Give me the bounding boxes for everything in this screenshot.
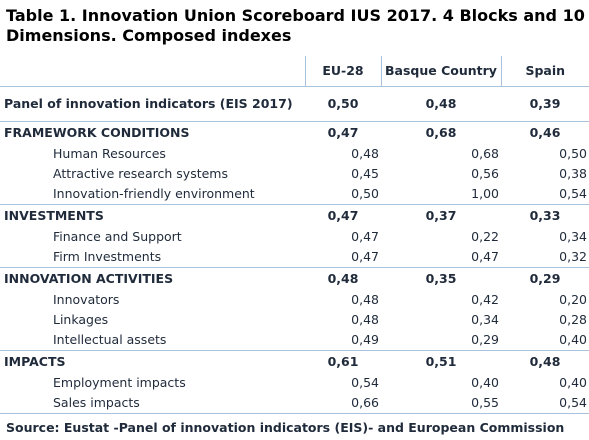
block-value-spain: 0,29 xyxy=(501,267,589,290)
block-row: IMPACTS 0,61 0,51 0,48 xyxy=(0,350,589,373)
block-row: INNOVATION ACTIVITIES 0,48 0,35 0,29 xyxy=(0,267,589,290)
column-header-eu28: EU-28 xyxy=(305,56,382,87)
dimension-value-basque-country: 0,22 xyxy=(471,229,499,244)
dimension-value-eu28: 0,48 xyxy=(351,312,379,327)
dimension-value-spain: 0,50 xyxy=(559,146,587,161)
dimension-value-eu28: 0,47 xyxy=(351,229,379,244)
dimension-row: Innovators 0,48 0,42 0,20 xyxy=(0,290,589,310)
dimension-value-basque-country: 0,40 xyxy=(471,375,499,390)
dimension-row: Sales impacts 0,66 0,55 0,54 xyxy=(0,393,589,414)
column-header-basque-country: Basque Country xyxy=(381,56,502,87)
header-row: EU-28 Basque Country Spain xyxy=(0,56,589,87)
dimension-value-basque-country: 0,56 xyxy=(471,166,499,181)
block-value-eu28: 0,47 xyxy=(327,125,359,140)
dimension-value-eu28: 0,45 xyxy=(351,166,379,181)
dimension-label: Sales impacts xyxy=(0,393,305,414)
dimension-label: Innovators xyxy=(53,292,120,307)
dimension-label: Finance and Support xyxy=(53,229,182,244)
dimension-label: Employment impacts xyxy=(53,375,186,390)
dimension-value-spain: 0,28 xyxy=(559,312,587,327)
dimension-value-spain: 0,54 xyxy=(559,186,587,201)
dimension-value-basque-country: 0,68 xyxy=(471,146,499,161)
block-row: INVESTMENTS 0,47 0,37 0,33 xyxy=(0,204,589,227)
block-label: FRAMEWORK CONDITIONS xyxy=(4,125,190,140)
panel-value-basque-country: 0,48 xyxy=(381,86,501,122)
dimension-label: Attractive research systems xyxy=(53,166,228,181)
dimension-value-eu28: 0,49 xyxy=(351,332,379,347)
dimension-value-spain: 0,32 xyxy=(559,249,587,264)
panel-label: Panel of innovation indicators (EIS 2017… xyxy=(0,86,305,122)
dimension-value-spain: 0,40 xyxy=(559,375,587,390)
panel-row: Panel of innovation indicators (EIS 2017… xyxy=(0,86,589,122)
block-value-spain: 0,48 xyxy=(501,350,589,373)
block-value-basque-country: 0,68 xyxy=(425,125,457,140)
dimension-value-spain: 0,20 xyxy=(559,292,587,307)
dimension-row: Innovation-friendly environment 0,50 1,00 0… xyxy=(0,184,589,205)
dimension-row: Human Resources 0,48 0,68 0,50 xyxy=(0,144,589,164)
block-value-basque-country: 0,51 xyxy=(381,350,501,373)
block-label: IMPACTS xyxy=(0,350,305,373)
dimension-value-eu28: 0,47 xyxy=(351,249,379,264)
dimension-value-eu28: 0,54 xyxy=(351,375,379,390)
dimension-value-basque-country: 0,42 xyxy=(471,292,499,307)
block-value-spain: 0,46 xyxy=(529,125,561,140)
dimension-label: Intellectual assets xyxy=(53,332,167,347)
scoreboard-table: EU-28 Basque Country Spain Panel of inno… xyxy=(0,56,589,414)
dimension-value-basque-country: 0,34 xyxy=(471,312,499,327)
block-label: INVESTMENTS xyxy=(0,204,305,227)
block-value-spain: 0,33 xyxy=(501,204,589,227)
panel-value-eu28: 0,50 xyxy=(305,86,381,122)
block-value-basque-country: 0,37 xyxy=(381,204,501,227)
dimension-label: Linkages xyxy=(53,312,109,327)
header-empty-cell xyxy=(0,56,306,87)
dimension-value-spain: 0,54 xyxy=(501,393,589,414)
table-title: Table 1. Innovation Union Scoreboard IUS… xyxy=(6,6,585,45)
dimension-value-spain: 0,38 xyxy=(559,166,587,181)
dimension-label: Innovation-friendly environment xyxy=(53,186,255,201)
block-row: FRAMEWORK CONDITIONS 0,47 0,68 0,46 xyxy=(0,122,589,145)
panel-value-spain: 0,39 xyxy=(501,86,589,122)
dimension-row: Firm Investments 0,47 0,47 0,32 xyxy=(0,247,589,268)
dimension-value-eu28: 0,48 xyxy=(351,292,379,307)
dimension-value-eu28: 0,48 xyxy=(351,146,379,161)
dimension-label: Human Resources xyxy=(53,146,166,161)
source-note: Source: Eustat -Panel of innovation indi… xyxy=(6,420,565,435)
block-value-eu28: 0,47 xyxy=(305,204,381,227)
dimension-value-basque-country: 0,55 xyxy=(381,393,501,414)
column-header-spain: Spain xyxy=(501,56,589,87)
dimension-row: Attractive research systems 0,45 0,56 0,38 xyxy=(0,164,589,184)
block-label: INNOVATION ACTIVITIES xyxy=(0,267,305,290)
dimension-label: Firm Investments xyxy=(53,249,162,264)
dimension-value-eu28: 0,50 xyxy=(351,186,379,201)
dimension-value-spain: 0,40 xyxy=(559,332,587,347)
dimension-value-eu28: 0,66 xyxy=(305,393,381,414)
dimension-value-basque-country: 1,00 xyxy=(471,186,499,201)
block-value-eu28: 0,48 xyxy=(305,267,381,290)
dimension-row: Linkages 0,48 0,34 0,28 xyxy=(0,310,589,330)
block-value-basque-country: 0,35 xyxy=(381,267,501,290)
block-value-eu28: 0,61 xyxy=(305,350,381,373)
dimension-value-basque-country: 0,29 xyxy=(471,332,499,347)
dimension-value-basque-country: 0,47 xyxy=(471,249,499,264)
dimension-row: Finance and Support 0,47 0,22 0,34 xyxy=(0,227,589,247)
dimension-row: Intellectual assets 0,49 0,29 0,40 xyxy=(0,330,589,351)
dimension-value-spain: 0,34 xyxy=(559,229,587,244)
dimension-row: Employment impacts 0,54 0,40 0,40 xyxy=(0,373,589,393)
